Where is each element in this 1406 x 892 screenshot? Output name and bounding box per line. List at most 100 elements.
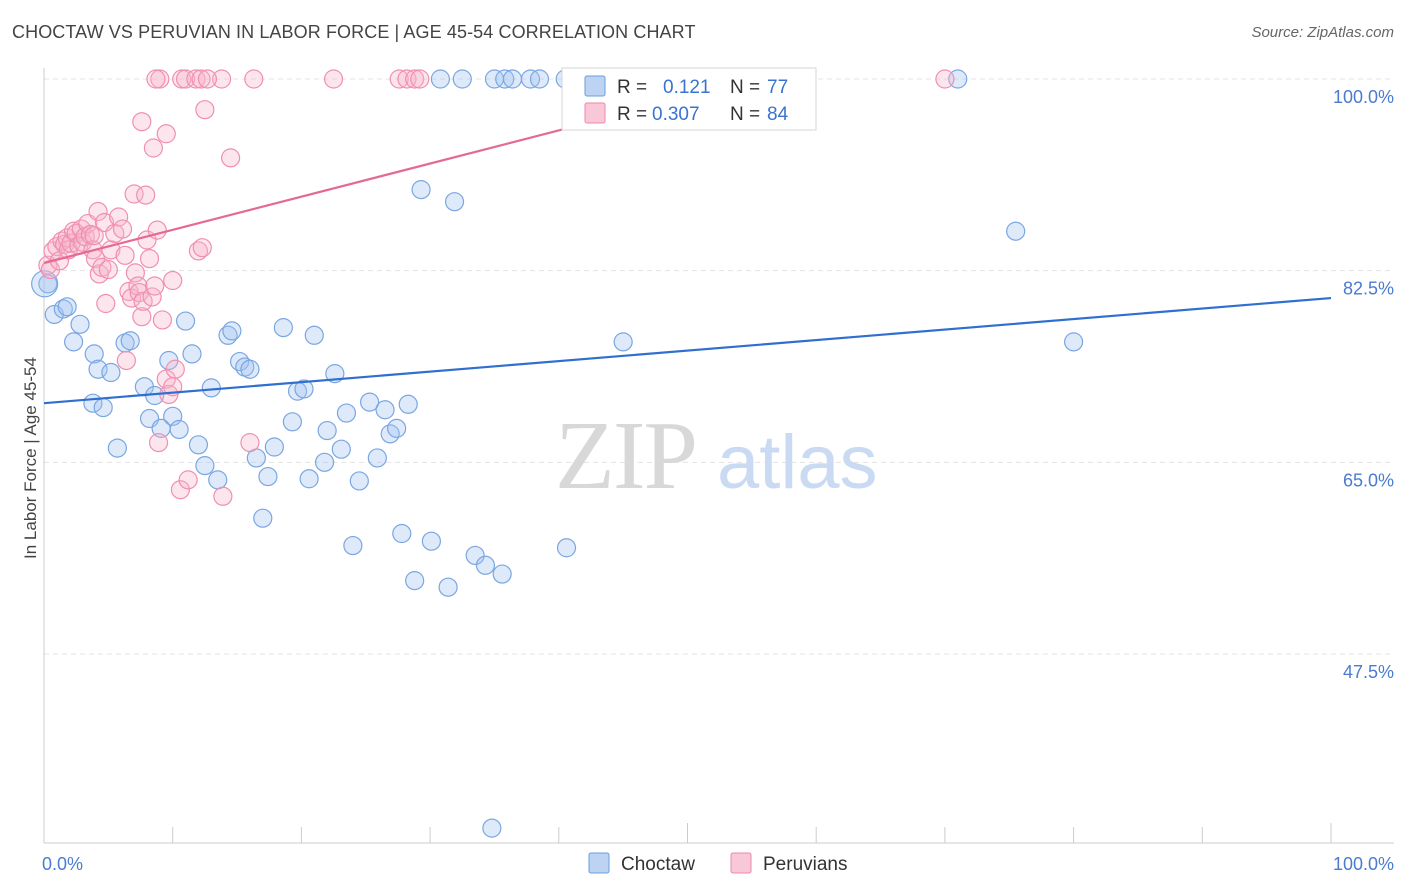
choctaw-point-64 bbox=[492, 564, 512, 584]
choctaw-point-10 bbox=[101, 362, 121, 383]
choctaw-point-43 bbox=[317, 420, 337, 441]
choctaw-point-63 bbox=[482, 818, 502, 838]
choctaw-point-41 bbox=[304, 325, 324, 345]
peruvian-point-68 bbox=[156, 124, 176, 144]
peruvian-point-64 bbox=[244, 69, 264, 89]
choctaw-point-7 bbox=[84, 344, 104, 364]
peruvian-point-63 bbox=[240, 433, 260, 453]
source-credit: Source: ZipAtlas.com bbox=[1251, 24, 1394, 41]
choctaw-point-36 bbox=[273, 318, 293, 338]
x-tick-label-0: 0.0% bbox=[42, 854, 83, 874]
choctaw-point-28 bbox=[222, 321, 242, 341]
peruvian-point-41 bbox=[136, 185, 156, 205]
peruvian-point-31 bbox=[115, 245, 135, 265]
choctaw-point-42 bbox=[314, 452, 335, 472]
peruvian-point-47 bbox=[148, 433, 169, 453]
choctaw-point-71 bbox=[529, 69, 550, 89]
peruvian-point-45 bbox=[145, 276, 165, 296]
peruvian-point-54 bbox=[165, 359, 185, 379]
choctaw-point-13 bbox=[120, 331, 140, 351]
choctaw-point-65 bbox=[430, 69, 450, 89]
watermark-zip: ZIP bbox=[555, 402, 696, 510]
peruvian-point-72 bbox=[197, 69, 218, 89]
peruvian-point-59 bbox=[195, 100, 215, 120]
choctaw-point-66 bbox=[452, 69, 472, 89]
tick-labels: 47.5% 65.0% 82.5% 100.0% 0.0% 100.0% bbox=[42, 87, 1394, 874]
choctaw-trendline bbox=[43, 296, 1332, 405]
choctaw-point-37 bbox=[282, 412, 302, 432]
y-tick-label-2: 82.5% bbox=[1343, 279, 1394, 299]
peruvian-point-48 bbox=[152, 310, 173, 330]
legend-r-value-1: 0.121 bbox=[663, 77, 711, 98]
choctaw-point-31 bbox=[240, 359, 260, 379]
choctaw-point-74 bbox=[613, 332, 633, 352]
bottom-legend-swatch-peruvians bbox=[730, 852, 752, 874]
peruvian-point-79 bbox=[935, 69, 955, 89]
peruvian-point-60 bbox=[212, 69, 232, 89]
choctaw-point-45 bbox=[331, 439, 351, 459]
peruvian-point-69 bbox=[175, 69, 196, 89]
peruvian-point-21 bbox=[88, 201, 108, 222]
peruvian-point-78 bbox=[410, 69, 430, 89]
choctaw-point-46 bbox=[336, 403, 357, 423]
peruvian-point-39 bbox=[132, 307, 152, 327]
peruvian-point-74 bbox=[323, 69, 344, 89]
legend-r-value-2: 0.307 bbox=[652, 104, 700, 125]
legend-r-label-1: R = bbox=[617, 77, 647, 98]
choctaw-points bbox=[31, 69, 1084, 838]
peruvian-point-25 bbox=[96, 293, 116, 314]
peruvian-points bbox=[38, 69, 955, 506]
choctaw-point-68 bbox=[495, 69, 515, 89]
choctaw-point-25 bbox=[201, 378, 221, 398]
peruvian-point-43 bbox=[139, 249, 160, 269]
choctaw-cluster-point bbox=[31, 270, 59, 298]
choctaw-point-51 bbox=[375, 400, 395, 420]
choctaw-point-73 bbox=[556, 538, 577, 558]
grid-lines bbox=[44, 78, 1394, 655]
choctaw-point-22 bbox=[182, 344, 202, 364]
choctaw-point-3 bbox=[57, 297, 77, 317]
bottom-legend-swatch-choctaw bbox=[588, 852, 610, 874]
legend-n-value-2: 84 bbox=[767, 104, 789, 125]
peruvian-point-32 bbox=[116, 350, 136, 371]
peruvian-point-73 bbox=[146, 69, 166, 89]
choctaw-point-62 bbox=[475, 555, 496, 575]
choctaw-point-54 bbox=[392, 523, 412, 544]
choctaw-point-23 bbox=[188, 435, 209, 455]
choctaw-point-47 bbox=[343, 535, 363, 556]
axes bbox=[43, 68, 1394, 844]
legend-n-label-2: N = bbox=[730, 104, 760, 125]
choctaw-point-39 bbox=[294, 379, 314, 399]
peruvian-point-40 bbox=[133, 291, 153, 311]
peruvian-point-77 bbox=[405, 69, 425, 89]
legend-r-label-2: R = bbox=[617, 104, 647, 125]
choctaw-point-34 bbox=[258, 466, 278, 487]
y-tick-label-3: 100.0% bbox=[1333, 87, 1394, 107]
choctaw-point-57 bbox=[411, 180, 431, 200]
watermark-atlas: atlas bbox=[717, 420, 878, 505]
legend-swatch-peruvians bbox=[584, 102, 606, 124]
choctaw-point-33 bbox=[253, 508, 273, 528]
choctaw-point-11 bbox=[107, 438, 127, 458]
legend-box: R = 0.121 N = 77 R = 0.307 N = 84 bbox=[561, 67, 817, 131]
choctaw-point-5 bbox=[70, 314, 90, 334]
choctaw-point-58 bbox=[421, 531, 441, 551]
choctaw-point-48 bbox=[349, 471, 369, 491]
legend-swatch-choctaw bbox=[584, 75, 606, 97]
choctaw-point-76 bbox=[1063, 332, 1084, 352]
choctaw-point-9 bbox=[93, 397, 113, 418]
y-tick-label-0: 47.5% bbox=[1343, 662, 1394, 682]
choctaw-point-53 bbox=[387, 418, 407, 438]
choctaw-point-61 bbox=[465, 545, 485, 566]
choctaw-point-75 bbox=[1006, 221, 1026, 241]
choctaw-point-50 bbox=[367, 448, 387, 468]
legend-n-label-1: N = bbox=[730, 77, 760, 98]
peruvian-point-58 bbox=[192, 238, 212, 258]
choctaw-point-49 bbox=[360, 392, 380, 412]
peruvian-point-29 bbox=[109, 207, 129, 227]
peruvian-point-70 bbox=[186, 69, 206, 89]
choctaw-point-20 bbox=[169, 419, 189, 440]
y-axis-label: In Labor Force | Age 45-54 bbox=[21, 357, 40, 559]
peruvian-point-75 bbox=[389, 69, 409, 89]
